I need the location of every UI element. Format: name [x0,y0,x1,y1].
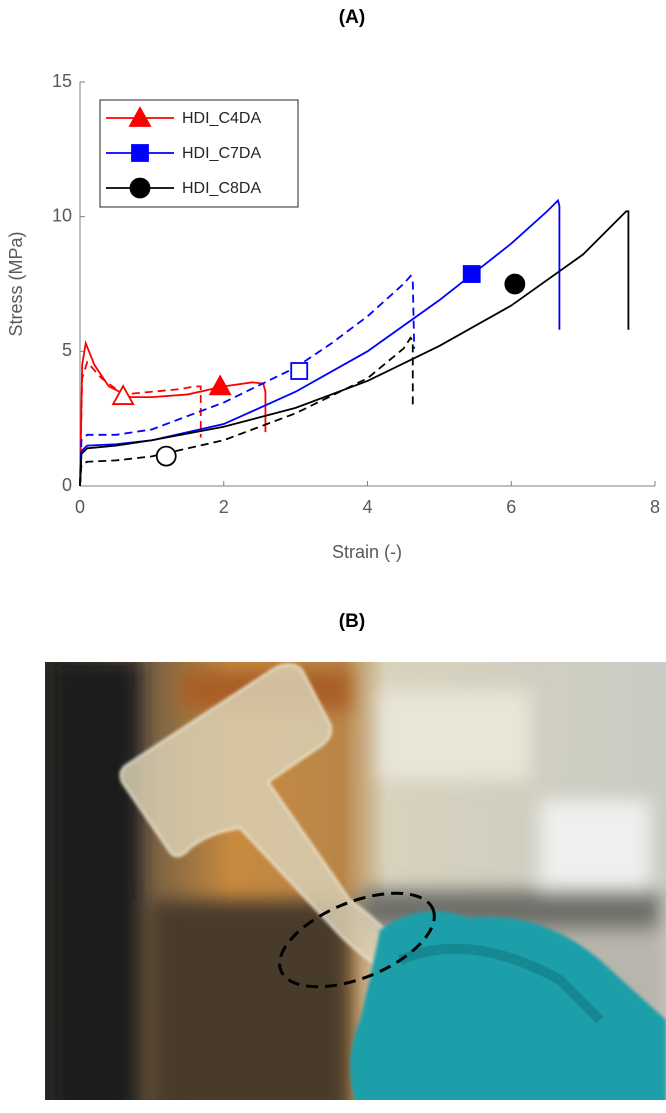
x-tick-label: 6 [506,497,516,517]
series-line [79,360,202,487]
marker [208,374,232,396]
legend-marker [129,177,151,199]
x-axis-label: Strain (-) [332,542,402,562]
legend-label: HDI_C7DA [182,145,261,162]
photo-panel: (B) [45,611,666,1100]
legend-label: HDI_C8DA [182,180,261,197]
x-tick-label: 4 [362,497,372,517]
series-line [79,274,416,487]
y-axis-label: Stress (MPa) [6,231,26,336]
photo [45,662,666,1100]
panel-label: (B) [339,611,365,632]
panel-label: (A) [339,7,365,28]
series-line [79,198,561,487]
y-tick-label: 10 [52,205,72,225]
legend-label: HDI_C4DA [182,110,261,127]
x-tick-label: 0 [75,497,85,517]
series-line [79,339,267,487]
marker [504,273,526,295]
marker [290,362,309,380]
series-line [79,210,630,487]
x-tick-label: 2 [219,497,229,517]
y-tick-label: 0 [62,475,72,495]
y-tick-label: 5 [62,340,72,360]
marker [111,384,135,405]
marker [462,265,481,283]
y-tick-label: 15 [52,71,72,91]
series-line [79,336,414,487]
x-tick-label: 8 [650,497,660,517]
marker [155,445,177,467]
legend-marker [131,144,149,162]
legend-marker [128,106,152,127]
chart: (A) Strain (-) Stress (MPa) 0 5 10 15 0 2 4 6 8 H… [6,7,660,562]
